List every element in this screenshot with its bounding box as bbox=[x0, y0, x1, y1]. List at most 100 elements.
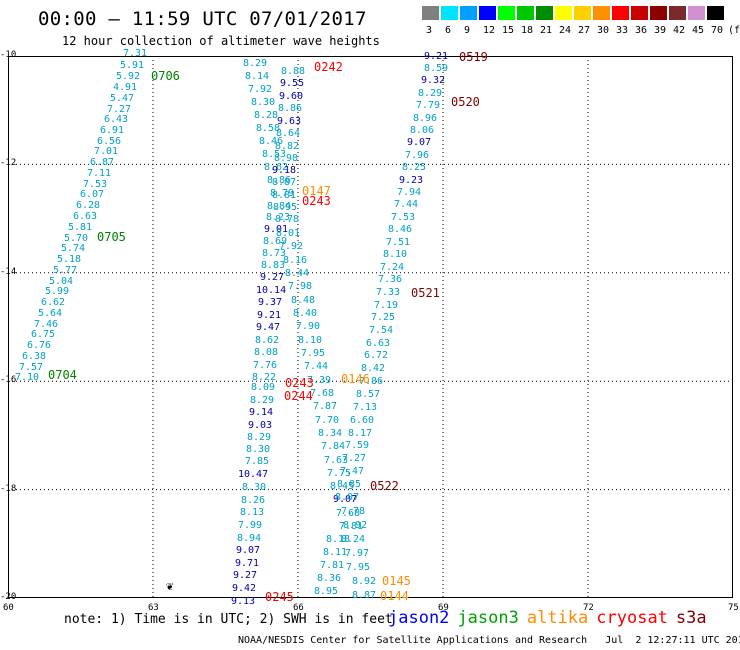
color-swatch bbox=[631, 6, 648, 20]
y-tick-label: -18 bbox=[0, 483, 17, 494]
swh-value: 7.92 bbox=[279, 241, 304, 252]
swh-value: 7.97 bbox=[345, 548, 370, 559]
swh-value: 8.28 bbox=[254, 110, 279, 121]
swh-value: 9.37 bbox=[258, 297, 283, 308]
swh-value: 6.91 bbox=[100, 125, 125, 136]
swh-value: 8.23 bbox=[266, 212, 291, 223]
swh-value: 9.32 bbox=[421, 75, 446, 86]
swh-value: 7.79 bbox=[416, 100, 441, 111]
swh-value: 8.29 bbox=[250, 395, 275, 406]
swh-value: 8.34 bbox=[318, 428, 343, 439]
map-subtitle: 12 hour collection of altimeter wave hei… bbox=[62, 34, 380, 48]
swh-value: 6.72 bbox=[364, 350, 389, 361]
swh-value: 8.83 bbox=[261, 260, 286, 271]
pass-label: 0242 bbox=[314, 60, 343, 74]
map-title: 00:00 – 11:59 UTC 07/01/2017 bbox=[38, 8, 367, 30]
color-swatch bbox=[460, 6, 477, 20]
swh-value: 8.08 bbox=[254, 347, 279, 358]
swh-value: 7.01 bbox=[94, 146, 119, 157]
swh-value: 9.18 bbox=[272, 165, 297, 176]
x-tick-label: 75 bbox=[728, 603, 739, 613]
swh-value: 8.73 bbox=[262, 248, 287, 259]
swh-value: 5.74 bbox=[61, 243, 86, 254]
swh-value: 8.29 bbox=[418, 88, 443, 99]
swh-value: 6.60 bbox=[350, 415, 375, 426]
swh-value: 7.44 bbox=[304, 361, 329, 372]
color-swatch bbox=[517, 6, 534, 20]
swh-value: 8.94 bbox=[237, 533, 262, 544]
swh-value: 8.57 bbox=[356, 389, 381, 400]
pass-label: 0147 bbox=[302, 184, 331, 198]
x-tick-label: 60 bbox=[3, 603, 14, 613]
legend-entry: jason2 bbox=[388, 608, 450, 628]
swh-value: 8.46 bbox=[259, 136, 284, 147]
pass-label: 0521 bbox=[411, 286, 440, 300]
swh-value: 9.07 bbox=[407, 137, 432, 148]
swh-value: 7.57 bbox=[19, 362, 44, 373]
color-swatch bbox=[479, 6, 496, 20]
swh-value: 7.11 bbox=[87, 168, 112, 179]
swh-value: 9.27 bbox=[233, 570, 258, 581]
swh-value: 8.92 bbox=[352, 576, 377, 587]
swh-value: 8.16 bbox=[283, 255, 308, 266]
swh-value: 9.01 bbox=[264, 224, 289, 235]
swh-value: 8.44 bbox=[285, 268, 310, 279]
swh-value: 8.48 bbox=[291, 295, 316, 306]
color-scale-label: 36 bbox=[635, 25, 648, 36]
y-tick-label: -14 bbox=[0, 266, 17, 277]
swh-value: 7.96 bbox=[405, 150, 430, 161]
legend-entry: s3a bbox=[675, 608, 707, 628]
swh-value: 7.75 bbox=[327, 468, 352, 479]
swh-value: 9.13 bbox=[231, 596, 256, 607]
units-note: note: 1) Time is in UTC; 2) SWH is in fe… bbox=[64, 612, 393, 627]
pass-label: 0520 bbox=[451, 95, 480, 109]
swh-value: 8.17 bbox=[348, 428, 373, 439]
swh-value: 6.07 bbox=[80, 189, 105, 200]
swh-value: 8.95 bbox=[273, 202, 298, 213]
swh-value: 5.91 bbox=[120, 60, 145, 71]
map-plot-area bbox=[8, 56, 733, 598]
swh-value: 5.92 bbox=[116, 71, 141, 82]
legend-entry: altika bbox=[526, 608, 589, 628]
swh-value: 7.98 bbox=[288, 281, 313, 292]
swh-value: 8.22 bbox=[252, 372, 277, 383]
swh-value: 8.09 bbox=[251, 382, 276, 393]
swh-value: 8.62 bbox=[255, 335, 280, 346]
x-tick-label: 69 bbox=[438, 603, 449, 613]
swh-value: 9.07 bbox=[236, 545, 261, 556]
color-scale-label: 39 bbox=[654, 25, 667, 36]
swh-value: 10.47 bbox=[238, 469, 269, 480]
swh-value: 7.19 bbox=[374, 300, 399, 311]
pass-label: 0144 bbox=[380, 589, 409, 603]
color-scale-unit: (ft) bbox=[728, 25, 740, 36]
swh-value: 7.39 bbox=[307, 375, 332, 386]
swh-value: 8.59 bbox=[424, 63, 449, 74]
credit-line: NOAA/NESDIS Center for Satellite Applica… bbox=[238, 635, 740, 646]
swh-value: 7.92 bbox=[248, 84, 273, 95]
color-swatch bbox=[612, 6, 629, 20]
swh-value: 8.82 bbox=[275, 141, 300, 152]
pass-label: 0704 bbox=[48, 368, 77, 382]
x-tick-label: 63 bbox=[148, 603, 159, 613]
pass-label: 0145 bbox=[382, 574, 411, 588]
swh-value: 7.47 bbox=[340, 466, 365, 477]
swh-value: 8.53 bbox=[262, 149, 287, 160]
color-swatch bbox=[688, 6, 705, 20]
swh-value: 7.44 bbox=[394, 199, 419, 210]
swh-value: 8.95 bbox=[314, 586, 339, 597]
y-tick-label: -10 bbox=[0, 50, 17, 60]
swh-value: 7.81 bbox=[320, 560, 345, 571]
swh-value: 7.95 bbox=[346, 562, 371, 573]
swh-value: 9.14 bbox=[249, 407, 274, 418]
swh-value: 9.27 bbox=[260, 272, 285, 283]
swh-value: 7.78 bbox=[341, 506, 366, 517]
swh-value: 7.36 bbox=[378, 274, 403, 285]
swh-value: 7.94 bbox=[397, 187, 422, 198]
swh-value: 8.58 bbox=[256, 123, 281, 134]
swh-value: 8.79 bbox=[270, 188, 295, 199]
swh-value: 6.87 bbox=[90, 157, 115, 168]
swh-value: 7.90 bbox=[296, 321, 321, 332]
color-swatch bbox=[707, 6, 724, 20]
color-swatch bbox=[536, 6, 553, 20]
